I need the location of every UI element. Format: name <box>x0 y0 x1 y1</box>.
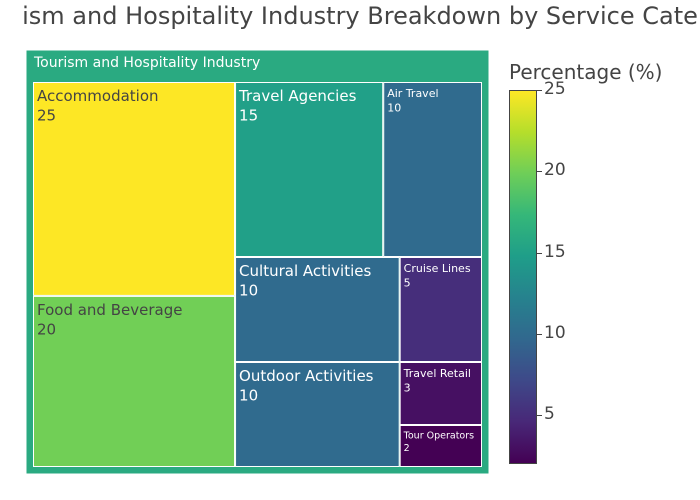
tile-outdoor-activities[interactable] <box>235 362 400 467</box>
tile-label-cruise-lines: Cruise Lines <box>404 262 471 275</box>
chart-title: ism and Hospitality Industry Breakdown b… <box>22 2 698 30</box>
tile-label-travel-agencies: Travel Agencies <box>238 87 357 105</box>
colorbar-tick-mark <box>537 415 542 417</box>
colorbar <box>509 90 537 464</box>
treemap-root-label: Tourism and Hospitality Industry <box>33 55 260 71</box>
tile-value-accommodation: 25 <box>37 107 56 125</box>
tile-tour-operators[interactable] <box>399 425 482 467</box>
colorbar-tick-label: 25 <box>544 79 566 99</box>
tile-label-accommodation: Accommodation <box>37 87 159 105</box>
tile-label-air-travel: Air Travel <box>387 87 438 100</box>
tile-cruise-lines[interactable] <box>399 257 482 362</box>
tile-value-travel-agencies: 15 <box>239 107 258 125</box>
colorbar-tick-mark <box>537 333 542 335</box>
tile-air-travel[interactable] <box>383 82 482 257</box>
colorbar-tick-label: 15 <box>544 241 566 262</box>
tile-value-cruise-lines: 5 <box>404 276 411 289</box>
colorbar-title: Percentage (%) <box>509 60 663 84</box>
colorbar-tick-mark <box>537 90 542 91</box>
tile-travel-retail[interactable] <box>399 362 482 425</box>
colorbar-tick-mark <box>537 171 542 173</box>
tile-label-outdoor-activities: Outdoor Activities <box>239 367 374 385</box>
colorbar-tick-label: 20 <box>544 160 566 181</box>
tile-travel-agencies[interactable] <box>235 82 384 257</box>
colorbar-tick-label: 10 <box>544 322 566 343</box>
tile-cultural-activities[interactable] <box>235 257 400 362</box>
tile-value-cultural-activities: 10 <box>239 282 258 300</box>
tile-label-food-and-beverage: Food and Beverage <box>37 301 182 319</box>
tile-value-outdoor-activities: 10 <box>239 387 258 405</box>
tile-value-travel-retail: 3 <box>404 381 411 394</box>
tile-label-travel-retail: Travel Retail <box>403 367 471 380</box>
tile-accommodation[interactable] <box>33 82 236 296</box>
colorbar-tick-label: 5 <box>544 404 555 425</box>
colorbar-tick-mark <box>537 252 542 254</box>
tile-value-food-and-beverage: 20 <box>37 320 56 338</box>
tile-value-tour-operators: 2 <box>404 443 410 454</box>
tile-label-cultural-activities: Cultural Activities <box>239 262 371 280</box>
tile-value-air-travel: 10 <box>387 101 401 114</box>
tile-label-tour-operators: Tour Operators <box>403 431 474 442</box>
tile-food-and-beverage[interactable] <box>33 295 236 467</box>
